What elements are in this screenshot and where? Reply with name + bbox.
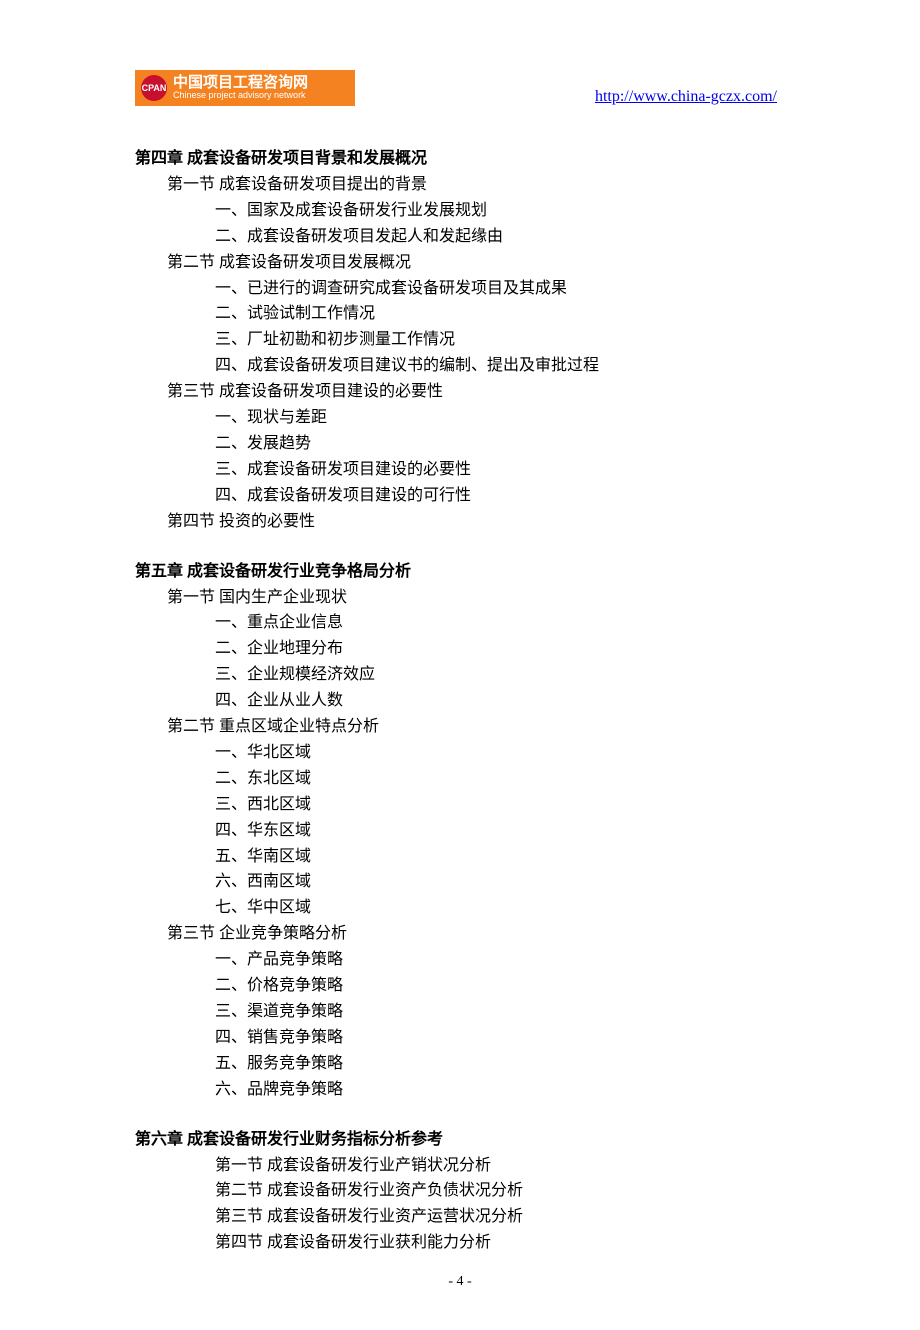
toc-item: 三、成套设备研发项目建设的必要性	[135, 457, 785, 483]
logo-title-en: Chinese project advisory network	[173, 91, 308, 101]
toc-item: 六、西南区域	[135, 869, 785, 895]
toc-item: 二、成套设备研发项目发起人和发起缘由	[135, 224, 785, 250]
toc-item: 五、华南区域	[135, 844, 785, 870]
toc-item: 一、现状与差距	[135, 405, 785, 431]
document-page: CPAN 中国项目工程咨询网 Chinese project advisory …	[0, 0, 920, 1330]
toc-item: 二、价格竞争策略	[135, 973, 785, 999]
toc-item: 一、华北区域	[135, 740, 785, 766]
toc-item: 五、服务竞争策略	[135, 1051, 785, 1077]
toc-section: 第一节 国内生产企业现状	[135, 585, 785, 611]
site-url-link[interactable]: http://www.china-gczx.com/	[595, 88, 785, 106]
toc-item: 七、华中区域	[135, 895, 785, 921]
logo-badge-icon: CPAN	[141, 75, 167, 101]
toc-chapter: 第六章 成套设备研发行业财务指标分析参考	[135, 1127, 785, 1153]
toc-item: 二、企业地理分布	[135, 636, 785, 662]
toc-item: 六、品牌竞争策略	[135, 1077, 785, 1103]
toc-item: 二、东北区域	[135, 766, 785, 792]
toc-section: 第二节 重点区域企业特点分析	[135, 714, 785, 740]
toc-chapter: 第五章 成套设备研发行业竞争格局分析	[135, 559, 785, 585]
toc-item: 二、发展趋势	[135, 431, 785, 457]
toc-section: 第一节 成套设备研发项目提出的背景	[135, 172, 785, 198]
site-logo: CPAN 中国项目工程咨询网 Chinese project advisory …	[135, 70, 355, 106]
toc-item: 四、成套设备研发项目建议书的编制、提出及审批过程	[135, 353, 785, 379]
toc-item: 三、渠道竞争策略	[135, 999, 785, 1025]
toc-section: 第三节 成套设备研发行业资产运营状况分析	[135, 1204, 785, 1230]
toc-section: 第一节 成套设备研发行业产销状况分析	[135, 1153, 785, 1179]
toc-item: 三、西北区域	[135, 792, 785, 818]
toc-item: 二、试验试制工作情况	[135, 301, 785, 327]
toc-item: 一、已进行的调查研究成套设备研发项目及其成果	[135, 276, 785, 302]
toc-section: 第四节 投资的必要性	[135, 509, 785, 535]
toc-item: 四、华东区域	[135, 818, 785, 844]
toc-section: 第四节 成套设备研发行业获利能力分析	[135, 1230, 785, 1256]
page-number: - 4 -	[135, 1274, 785, 1290]
toc-item: 一、重点企业信息	[135, 610, 785, 636]
table-of-contents: 第四章 成套设备研发项目背景和发展概况第一节 成套设备研发项目提出的背景一、国家…	[135, 146, 785, 1256]
toc-item: 四、销售竞争策略	[135, 1025, 785, 1051]
logo-text: 中国项目工程咨询网 Chinese project advisory netwo…	[173, 75, 308, 101]
toc-item: 四、企业从业人数	[135, 688, 785, 714]
toc-item: 一、国家及成套设备研发行业发展规划	[135, 198, 785, 224]
toc-section: 第二节 成套设备研发行业资产负债状况分析	[135, 1178, 785, 1204]
toc-item: 一、产品竞争策略	[135, 947, 785, 973]
toc-section: 第三节 成套设备研发项目建设的必要性	[135, 379, 785, 405]
page-header: CPAN 中国项目工程咨询网 Chinese project advisory …	[135, 70, 785, 106]
toc-section: 第三节 企业竞争策略分析	[135, 921, 785, 947]
toc-section: 第二节 成套设备研发项目发展概况	[135, 250, 785, 276]
toc-item: 四、成套设备研发项目建设的可行性	[135, 483, 785, 509]
toc-item: 三、厂址初勘和初步测量工作情况	[135, 327, 785, 353]
toc-item: 三、企业规模经济效应	[135, 662, 785, 688]
logo-title-cn: 中国项目工程咨询网	[173, 75, 308, 92]
toc-chapter: 第四章 成套设备研发项目背景和发展概况	[135, 146, 785, 172]
